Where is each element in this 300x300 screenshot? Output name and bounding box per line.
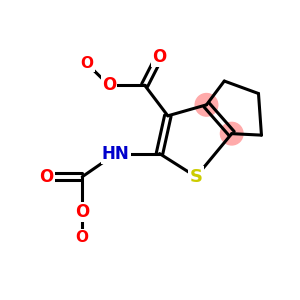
Text: O: O	[39, 168, 54, 186]
Text: O: O	[75, 203, 89, 221]
Text: S: S	[190, 168, 202, 186]
Text: O: O	[80, 56, 94, 71]
Text: O: O	[152, 48, 166, 66]
Text: HN: HN	[102, 145, 130, 163]
Text: O: O	[102, 76, 116, 94]
Text: O: O	[76, 230, 89, 245]
Circle shape	[195, 94, 218, 116]
Circle shape	[220, 122, 243, 145]
